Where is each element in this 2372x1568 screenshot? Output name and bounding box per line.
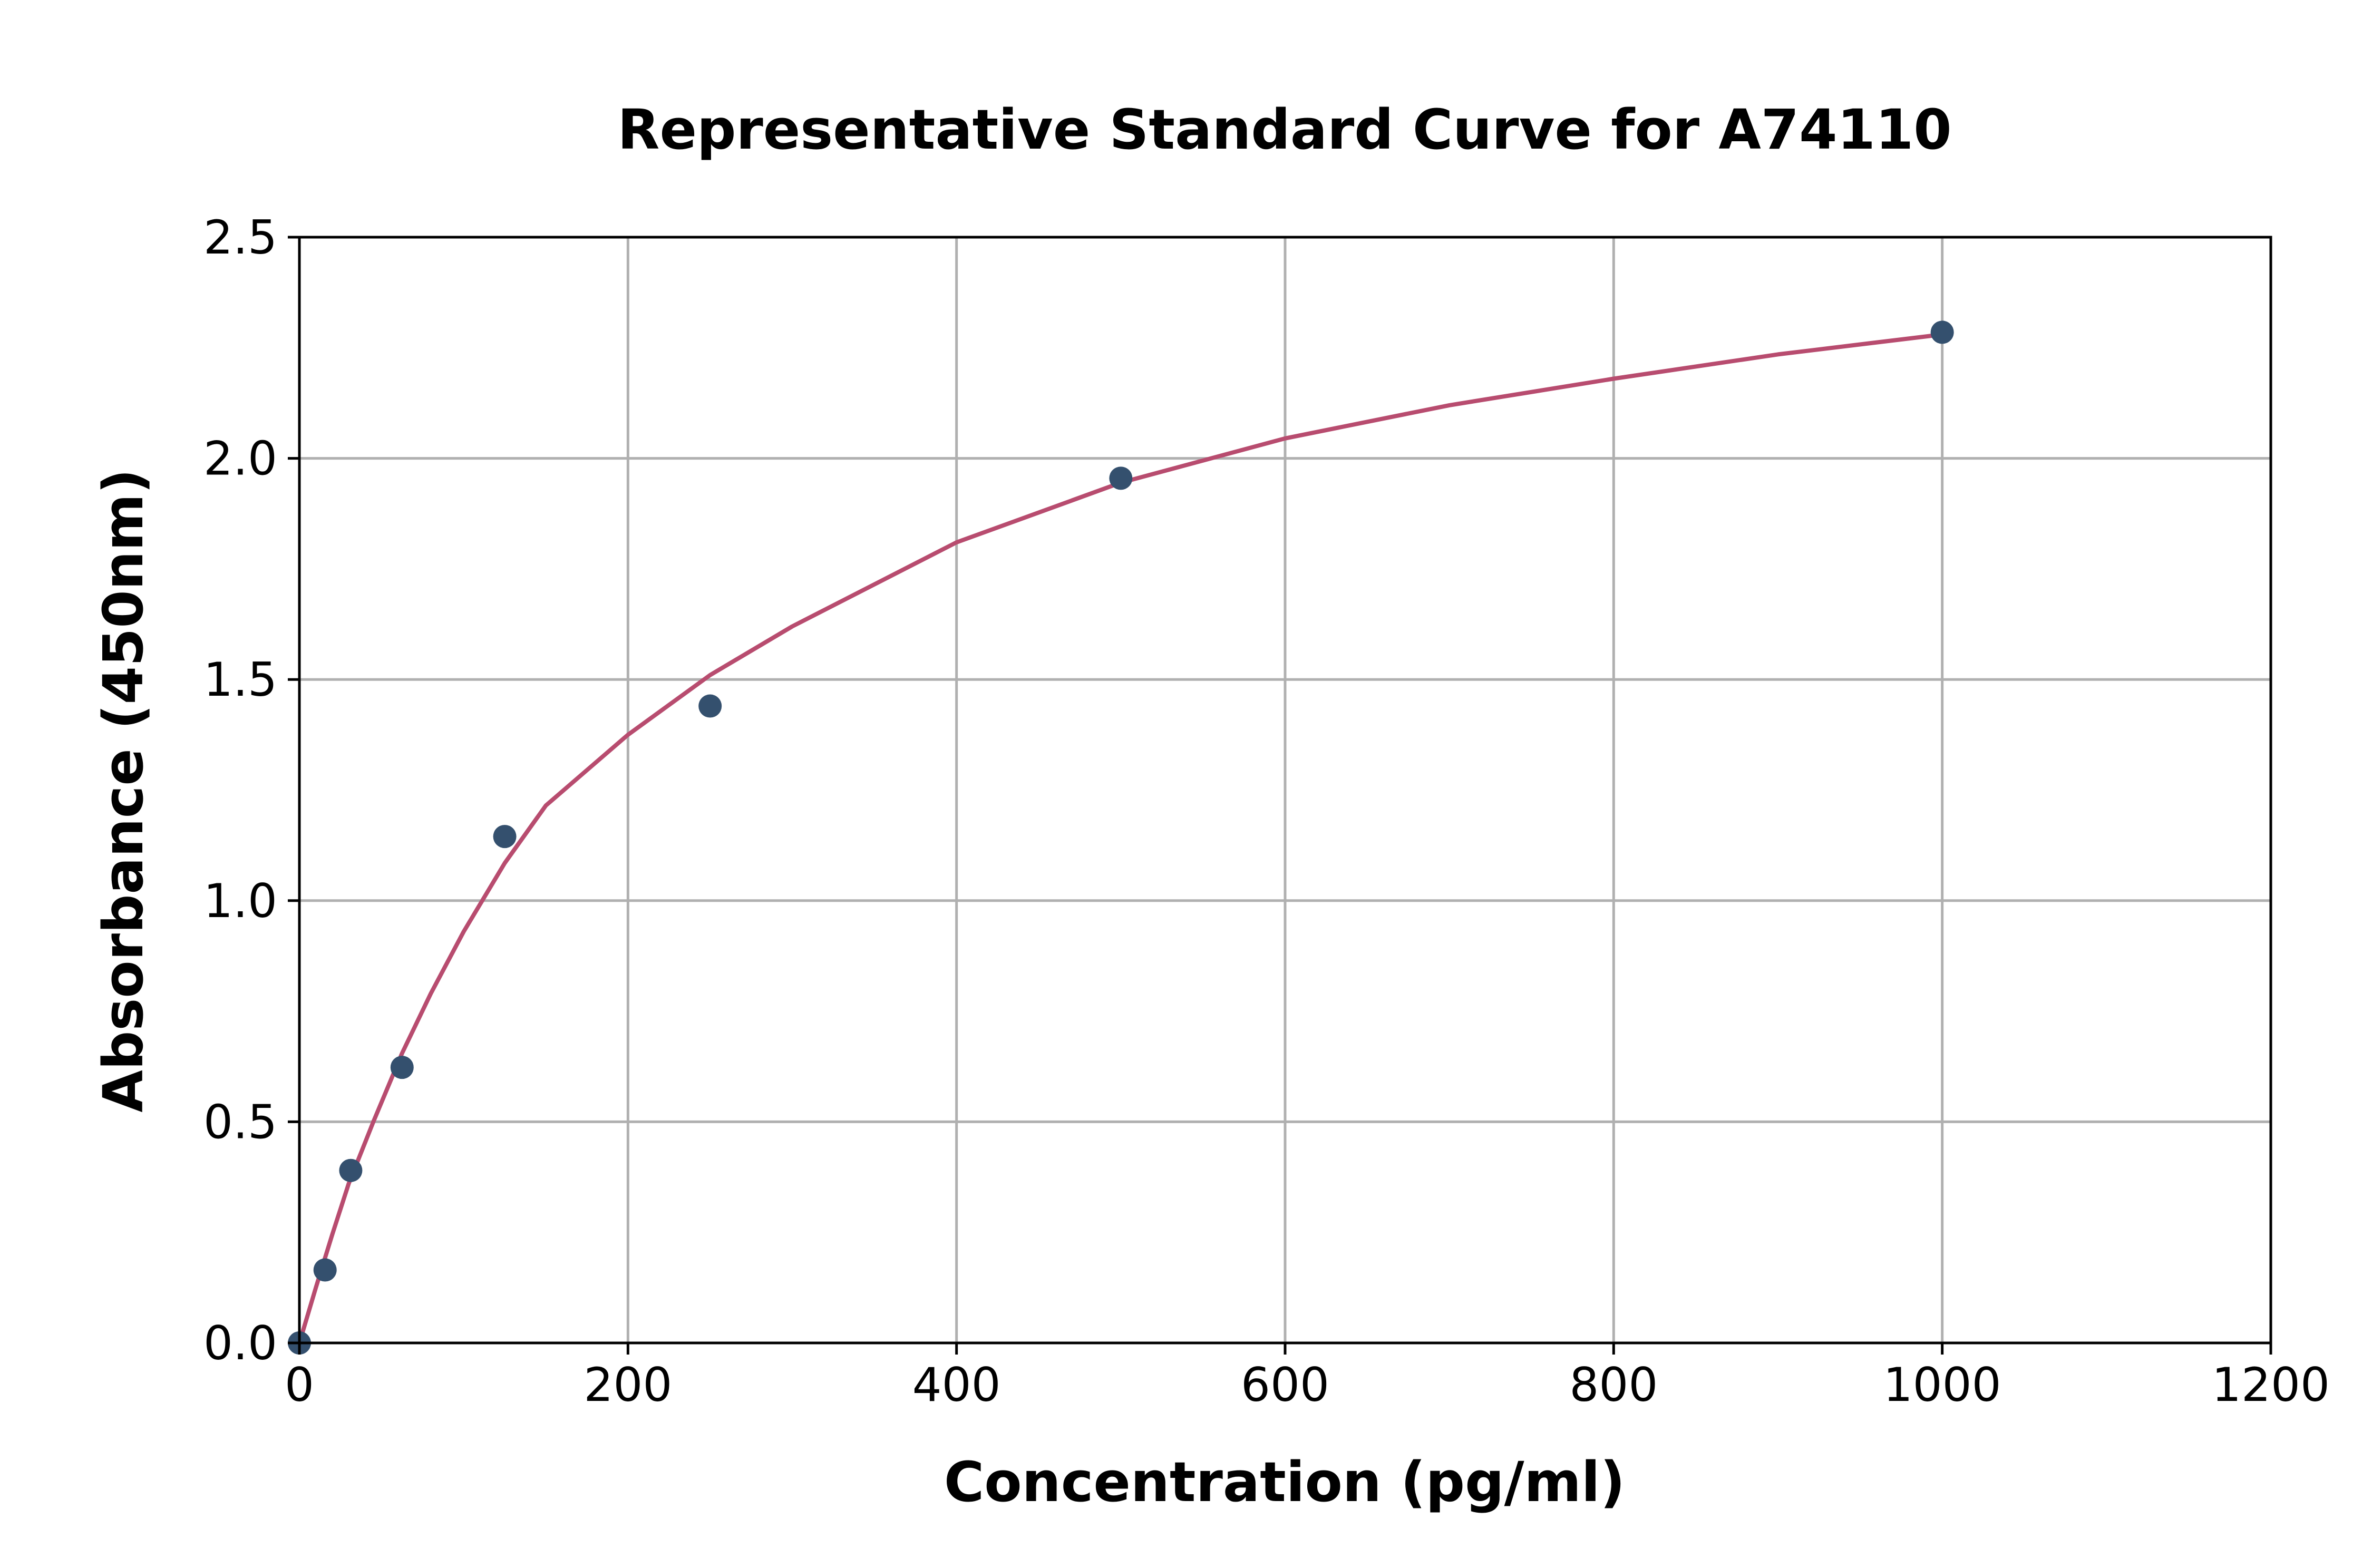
y-axis-label: Absorbance (450nm)	[91, 469, 155, 1112]
y-tick-label: 2.0	[203, 432, 277, 486]
data-points-layer	[288, 320, 1954, 1355]
data-point	[698, 694, 722, 718]
ticks-layer: 0 200 400 600 800 1000 1200 0.0 0.5 1.0 1.5 2.0 2.5	[203, 210, 2330, 1412]
chart-title: Representative Standard Curve for A74110	[617, 98, 1951, 162]
y-tick-label: 1.5	[203, 652, 277, 707]
x-tick-label: 400	[912, 1358, 1001, 1412]
y-tick-label: 2.5	[203, 210, 277, 265]
data-point	[493, 825, 517, 849]
data-point	[1930, 320, 1954, 344]
y-tick-label: 0.0	[203, 1316, 277, 1370]
x-tick-label: 800	[1569, 1358, 1658, 1412]
y-tick-label: 0.5	[203, 1095, 277, 1149]
data-point	[1109, 466, 1133, 490]
x-tick-label: 600	[1241, 1358, 1329, 1412]
data-point	[339, 1158, 363, 1182]
x-tick-label: 1200	[2212, 1358, 2330, 1412]
x-axis-label: Concentration (pg/ml)	[944, 1450, 1625, 1514]
y-tick-label: 1.0	[203, 874, 277, 928]
grid-layer	[298, 236, 2272, 1345]
x-tick-label: 0	[285, 1358, 314, 1412]
data-point	[313, 1258, 337, 1282]
x-tick-label: 1000	[1883, 1358, 2001, 1412]
x-tick-label: 200	[584, 1358, 672, 1412]
data-point	[390, 1056, 414, 1079]
